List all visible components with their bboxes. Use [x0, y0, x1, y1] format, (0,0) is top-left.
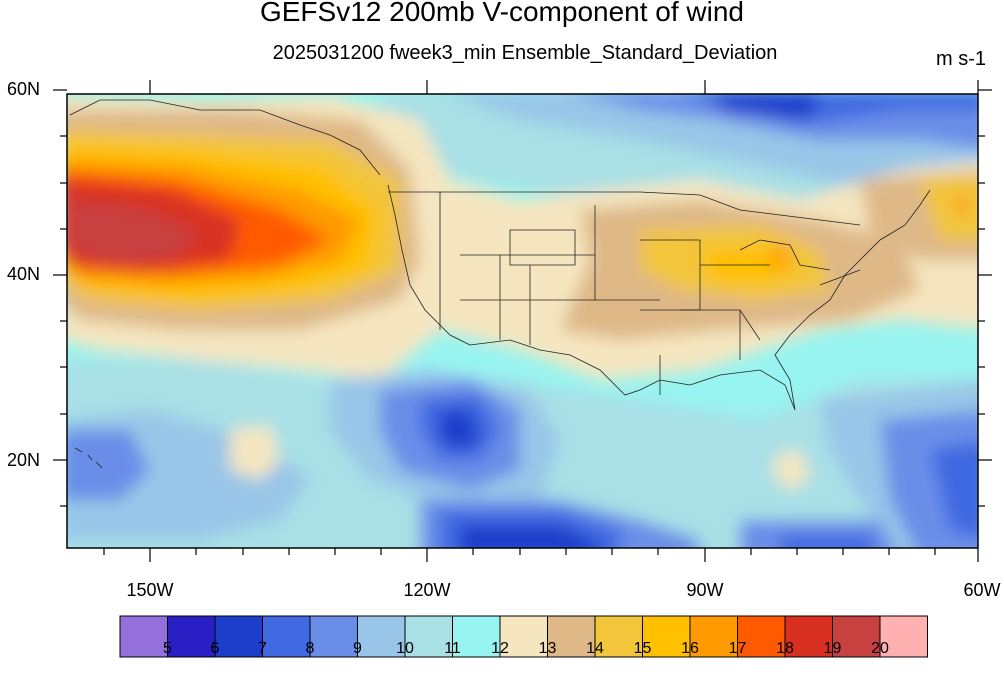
colorbar-swatch [784, 615, 833, 658]
contour-fill [67, 94, 978, 548]
colorbar-label: 18 [776, 640, 794, 657]
lon-label-150w: 150W [126, 580, 174, 600]
colorbar-label: 15 [633, 640, 652, 657]
colorbar-label: 8 [305, 640, 315, 657]
colorbar-label: 11 [444, 640, 461, 657]
lon-label-90w: 90W [686, 580, 724, 600]
colorbar-swatch [452, 615, 501, 658]
colorbar-label: 10 [396, 640, 414, 657]
colorbar-swatch [689, 615, 738, 658]
colorbar-swatch [499, 615, 548, 658]
map-title: GEFSv12 200mb V-component of wind [259, 0, 745, 27]
colorbar-swatch [357, 615, 406, 658]
colorbar-swatch [832, 615, 881, 658]
colorbar-swatch [879, 615, 928, 658]
colorbar-label: 12 [491, 640, 509, 657]
colorbar-label: 20 [871, 640, 889, 657]
colorbar-swatch [594, 615, 643, 658]
colorbar-label: 19 [823, 640, 842, 657]
colorbar-swatch [119, 615, 168, 658]
colorbar-swatch [262, 615, 311, 658]
colorbar-label: 5 [163, 640, 172, 657]
colorbar [119, 615, 928, 658]
units-label: m s-1 [936, 48, 986, 70]
colorbar-swatch [547, 615, 596, 658]
colorbar-label: 13 [538, 640, 557, 657]
lon-label-60w: 60W [963, 580, 1001, 600]
colorbar-swatch [167, 615, 216, 658]
lat-label-20n: 20N [6, 450, 40, 470]
colorbar-swatch [404, 615, 453, 658]
lon-label-120w: 120W [403, 580, 451, 600]
colorbar-label: 17 [728, 640, 747, 657]
colorbar-label: 14 [586, 640, 604, 657]
coastlines [69, 99, 931, 469]
colorbar-label: 6 [210, 640, 220, 657]
colorbar-swatch [214, 615, 263, 658]
lat-label-60n: 60N [6, 79, 40, 99]
colorbar-label: 9 [353, 640, 362, 657]
colorbar-label: 7 [258, 640, 267, 657]
colorbar-label: 16 [681, 640, 699, 657]
colorbar-swatch [309, 615, 358, 658]
axis-ticks [53, 80, 992, 562]
map-subtitle: 2025031200 fweek3_min Ensemble_Standard_… [272, 42, 778, 64]
lat-label-40n: 40N [6, 264, 40, 284]
